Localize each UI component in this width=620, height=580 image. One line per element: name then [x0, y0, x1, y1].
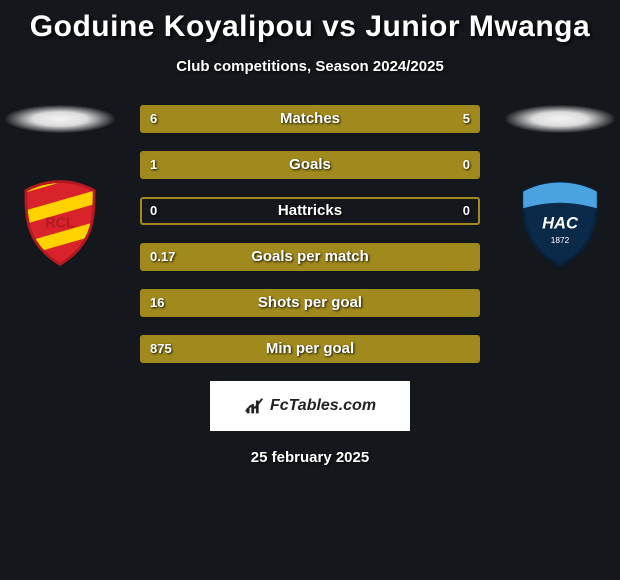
stat-row: Matches65	[140, 105, 480, 133]
brand-badge: FcTables.com	[210, 381, 410, 431]
stat-row: Shots per goal16	[140, 289, 480, 317]
chart-icon	[244, 395, 266, 417]
brand-text: FcTables.com	[270, 397, 376, 415]
stat-bar-track	[140, 243, 480, 271]
svg-text:RCL: RCL	[45, 216, 75, 232]
page-title: Goduine Koyalipou vs Junior Mwanga	[0, 0, 620, 44]
left-player-column: RCL	[0, 105, 120, 273]
stat-bar-track	[140, 197, 480, 225]
shield-icon: HAC 1872	[514, 177, 606, 269]
stat-bar-track	[140, 335, 480, 363]
shield-icon: RCL	[15, 178, 105, 268]
stat-bar-track	[140, 289, 480, 317]
stat-bar-left-fill	[142, 107, 325, 131]
comparison-panel: RCL HAC 1872 Matches65 Goals10 Hattricks00…	[0, 105, 620, 363]
stat-row: Min per goal875	[140, 335, 480, 363]
stat-bar-left-fill	[142, 153, 478, 177]
subtitle: Club competitions, Season 2024/2025	[0, 58, 620, 75]
stat-bar-track	[140, 105, 480, 133]
svg-text:1872: 1872	[551, 236, 570, 245]
stat-bar-left-fill	[142, 291, 478, 315]
stat-row: Goals per match0.17	[140, 243, 480, 271]
stats-bars: Matches65 Goals10 Hattricks00 Goals per mat…	[140, 105, 480, 363]
stat-bar-left-fill	[142, 337, 478, 361]
right-player-column: HAC 1872	[500, 105, 620, 273]
stat-bar-left-fill	[142, 245, 478, 269]
date-label: 25 february 2025	[0, 449, 620, 466]
stat-bar-track	[140, 151, 480, 179]
stat-bar-right-fill	[325, 107, 478, 131]
right-team-crest: HAC 1872	[510, 173, 610, 273]
svg-text:HAC: HAC	[542, 214, 579, 233]
stat-row: Hattricks00	[140, 197, 480, 225]
stat-row: Goals10	[140, 151, 480, 179]
left-team-crest: RCL	[10, 173, 110, 273]
player-halo-left	[5, 105, 115, 133]
player-halo-right	[505, 105, 615, 133]
